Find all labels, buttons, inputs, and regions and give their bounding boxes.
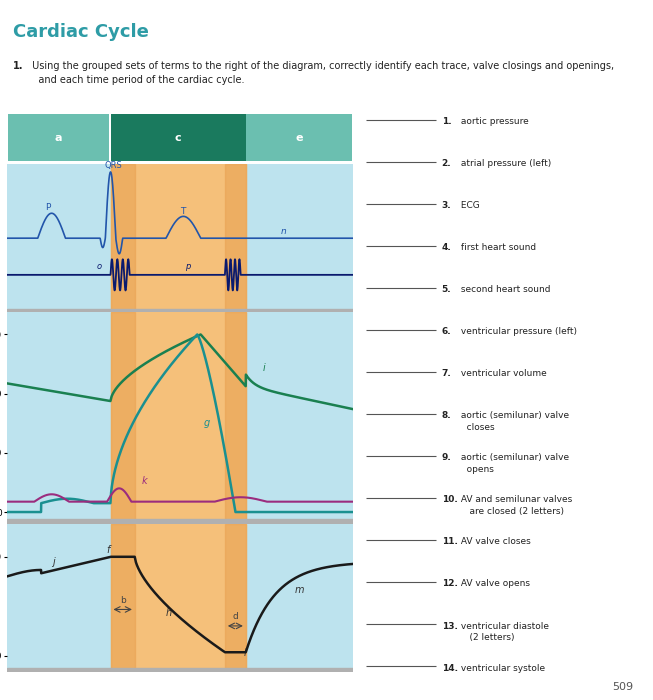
Bar <box>110 312 246 524</box>
Text: 10.: 10. <box>441 496 457 505</box>
Text: Using the grouped sets of terms to the right of the diagram, correctly identify : Using the grouped sets of terms to the r… <box>29 61 614 85</box>
Text: 7.: 7. <box>441 369 451 378</box>
Text: 4.: 4. <box>441 243 451 252</box>
Text: o: o <box>97 262 102 271</box>
Bar <box>110 524 135 672</box>
Text: first heart sound: first heart sound <box>458 243 537 252</box>
Bar <box>225 164 246 312</box>
Text: g: g <box>204 418 210 428</box>
Text: aortic (semilunar) valve
   closes: aortic (semilunar) valve closes <box>458 411 569 432</box>
Text: ECG: ECG <box>458 201 480 210</box>
Bar <box>7 519 353 524</box>
Bar <box>110 312 135 524</box>
Text: P: P <box>44 203 50 212</box>
Text: 8.: 8. <box>441 411 451 420</box>
Text: j: j <box>52 557 54 567</box>
Text: ventricular systole: ventricular systole <box>458 664 545 673</box>
Text: AV valve opens: AV valve opens <box>458 580 530 589</box>
Text: T: T <box>180 207 185 216</box>
Text: k: k <box>142 476 148 486</box>
Text: ventricular diastole
    (2 letters): ventricular diastole (2 letters) <box>458 622 549 643</box>
Text: atrial pressure (left): atrial pressure (left) <box>458 159 552 168</box>
Text: m: m <box>295 585 304 595</box>
Text: ventricular volume: ventricular volume <box>458 369 547 378</box>
Text: f: f <box>106 545 110 554</box>
Text: 6.: 6. <box>441 327 451 336</box>
Text: 9.: 9. <box>441 454 451 462</box>
Text: i: i <box>263 363 266 374</box>
Text: ventricular pressure (left): ventricular pressure (left) <box>458 327 577 336</box>
Bar <box>110 524 246 672</box>
Text: 13.: 13. <box>441 622 458 631</box>
Text: n: n <box>280 227 286 235</box>
Text: e: e <box>296 133 303 143</box>
Text: 5.: 5. <box>441 285 451 294</box>
Bar <box>8 114 109 162</box>
Bar <box>110 164 135 312</box>
Text: AV and semilunar valves
    are closed (2 letters): AV and semilunar valves are closed (2 le… <box>458 496 573 516</box>
Bar <box>7 668 353 672</box>
Text: aortic pressure: aortic pressure <box>458 117 529 126</box>
Text: 2.: 2. <box>441 159 451 168</box>
Text: 1.: 1. <box>13 61 24 71</box>
Text: 14.: 14. <box>441 664 458 673</box>
Text: 11.: 11. <box>441 538 458 547</box>
Text: QRS: QRS <box>104 161 122 170</box>
Bar <box>110 164 246 312</box>
Text: 12.: 12. <box>441 580 458 589</box>
Text: aortic (semilunar) valve
   opens: aortic (semilunar) valve opens <box>458 454 569 474</box>
Bar <box>110 114 246 162</box>
Text: h: h <box>166 608 172 618</box>
Bar <box>246 114 351 162</box>
Bar <box>7 309 353 312</box>
Text: 1.: 1. <box>441 117 451 126</box>
Text: 3.: 3. <box>441 201 451 210</box>
Text: second heart sound: second heart sound <box>458 285 551 294</box>
Text: l: l <box>244 648 247 657</box>
Text: Cardiac Cycle: Cardiac Cycle <box>13 22 149 41</box>
Text: 509: 509 <box>613 682 633 692</box>
Text: c: c <box>175 133 182 143</box>
Text: AV valve closes: AV valve closes <box>458 538 531 547</box>
Text: p: p <box>185 262 191 271</box>
Text: a: a <box>55 133 62 143</box>
Text: d: d <box>232 612 238 622</box>
Text: b: b <box>119 596 125 605</box>
Bar <box>225 312 246 524</box>
Bar <box>225 524 246 672</box>
